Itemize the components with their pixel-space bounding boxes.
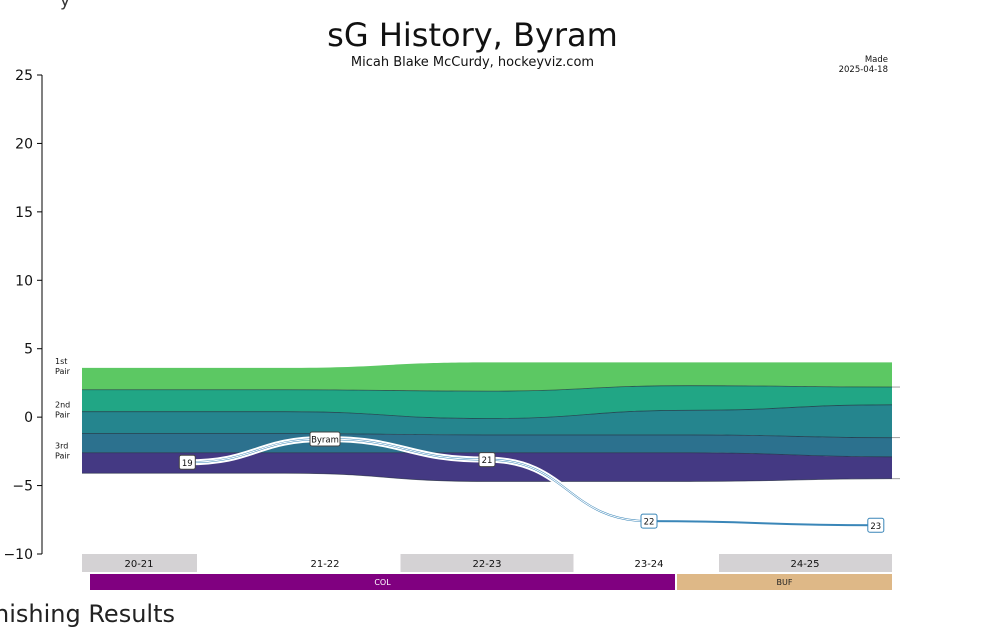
season-label: 23-24	[634, 559, 663, 570]
season-label: 24-25	[790, 559, 819, 570]
point-label: 23	[870, 522, 881, 532]
made-label: Made	[864, 55, 888, 65]
pair-label: Pair	[55, 452, 71, 461]
pair-label: Pair	[55, 411, 71, 420]
y-tick-label: −5	[12, 479, 33, 495]
band-boundary-line	[82, 404, 893, 419]
cropped-top-text: y	[60, 0, 71, 11]
band-top	[82, 362, 892, 392]
pair-label: 1st	[55, 357, 67, 366]
point-label-box	[178, 454, 196, 470]
band-boundary-line	[82, 385, 893, 392]
y-tick-label: 15	[15, 205, 33, 221]
y-tick-label: −10	[3, 547, 33, 563]
band-2nd-3rd	[82, 433, 892, 457]
band-boundary-line	[82, 433, 893, 439]
y-tick-label: 20	[15, 136, 33, 152]
pair-label: 3rd	[55, 442, 68, 451]
season-label: 21-22	[310, 559, 339, 570]
point-label-box	[309, 431, 341, 447]
band-boundary-line	[82, 472, 893, 482]
chart-subtitle: Micah Blake McCurdy, hockeyviz.com	[350, 55, 595, 70]
season-cell	[82, 554, 197, 572]
season-label: 22-23	[472, 559, 501, 570]
point-label: 21	[482, 456, 493, 466]
band-mid-3rd	[82, 452, 892, 482]
season-cell	[719, 554, 892, 572]
point-label-box	[478, 452, 496, 468]
player-line-inner	[187, 438, 650, 522]
chart-title: sG History, Byram	[327, 16, 618, 54]
point-label-box	[640, 513, 658, 529]
season-cell	[400, 554, 574, 572]
team-bar-col	[90, 574, 675, 590]
band-mid-2nd	[82, 404, 892, 438]
point-label-box	[867, 517, 885, 533]
point-label: 22	[644, 518, 655, 528]
y-tick-label: 5	[24, 342, 33, 358]
made-date-note: Made 2025-04-18	[839, 55, 888, 75]
y-tick-label: 0	[24, 410, 33, 426]
y-tick-label: 10	[15, 273, 33, 289]
team-label: COL	[374, 578, 391, 587]
y-tick-label: 25	[15, 68, 33, 84]
pair-label: 2nd	[55, 401, 70, 410]
season-label: 20-21	[124, 559, 153, 570]
made-date: 2025-04-18	[838, 65, 888, 75]
point-label: 19	[182, 459, 193, 469]
team-bar-buf	[677, 574, 892, 590]
point-label: Byram	[311, 436, 339, 446]
team-label: BUF	[777, 578, 793, 587]
pair-label: Pair	[55, 367, 71, 376]
